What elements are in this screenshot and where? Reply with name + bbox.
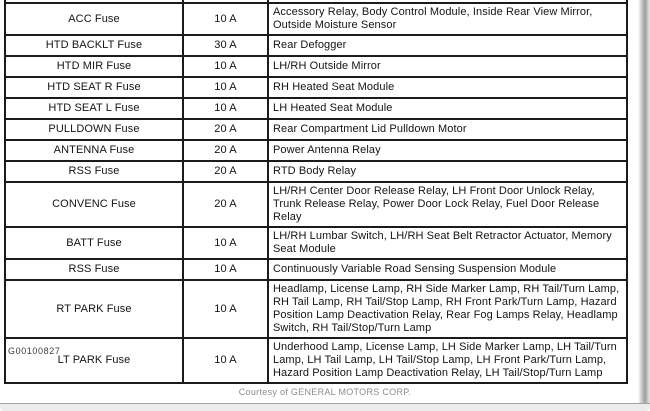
amperage-cell: 10 A	[182, 337, 269, 384]
amperage-cell: 10 A	[182, 226, 269, 260]
fuse-name-cell: CONVENC Fuse	[4, 181, 184, 228]
amperage-cell: 10 A	[182, 2, 269, 36]
fuse-table-body: ACC Fuse 10 A Accessory Relay, Body Contro…	[4, 0, 628, 384]
fuse-row: HTD SEAT R Fuse 10 A RH Heated Seat Module	[4, 76, 628, 99]
circuits-cell: RTD Body Relay	[267, 160, 628, 183]
fuse-name-cell: PULLDOWN Fuse	[4, 118, 184, 141]
circuits-cell: LH/RH Center Door Release Relay, LH Fron…	[267, 181, 628, 228]
page-edge-shadow	[638, 0, 650, 404]
amperage-cell: 20 A	[182, 118, 269, 141]
circuits-cell: Continuously Variable Road Sensing Suspe…	[267, 258, 628, 281]
amperage-cell: 10 A	[182, 76, 269, 99]
fuse-name-cell: RSS Fuse	[4, 258, 184, 281]
fuse-row: LT PARK Fuse 10 A Underhood Lamp, License …	[4, 337, 628, 384]
amperage-cell: 30 A	[182, 34, 269, 57]
amperage-cell: 10 A	[182, 55, 269, 78]
fuse-row: HTD MIR Fuse 10 A LH/RH Outside Mirror	[4, 55, 628, 78]
fuse-name-cell: ANTENNA Fuse	[4, 139, 184, 162]
fuse-row: RSS Fuse 20 A RTD Body Relay	[4, 160, 628, 183]
fuse-row: RT PARK Fuse 10 A Headlamp, License Lamp, …	[4, 279, 628, 339]
circuits-cell: Rear Defogger	[267, 34, 628, 57]
courtesy-credit-text: Courtesy of GENERAL MOTORS CORP.	[238, 387, 412, 397]
amperage-cell: 10 A	[182, 279, 269, 339]
fuse-name-cell: HTD BACKLT Fuse	[4, 34, 184, 57]
amperage-cell	[182, 0, 269, 4]
fuse-table-container: ACC Fuse 10 A Accessory Relay, Body Contro…	[4, 0, 628, 384]
fuse-name-cell	[4, 0, 184, 4]
circuits-cell: LH/RH Lumbar Switch, LH/RH Seat Belt Ret…	[267, 226, 628, 260]
fuse-table: ACC Fuse 10 A Accessory Relay, Body Contro…	[4, 0, 628, 384]
amperage-cell: 20 A	[182, 139, 269, 162]
fuse-row: BATT Fuse 10 A LH/RH Lumbar Switch, LH/RH …	[4, 226, 628, 260]
fuse-row: ANTENNA Fuse 20 A Power Antenna Relay	[4, 139, 628, 162]
circuits-cell	[267, 0, 628, 4]
circuits-cell: LH/RH Outside Mirror	[267, 55, 628, 78]
window-bottom-bar	[0, 403, 650, 411]
circuits-cell: RH Heated Seat Module	[267, 76, 628, 99]
fuse-row: PULLDOWN Fuse 20 A Rear Compartment Lid Pu…	[4, 118, 628, 141]
fuse-name-cell: RT PARK Fuse	[4, 279, 184, 339]
fuse-row: RSS Fuse 10 A Continuously Variable Road S…	[4, 258, 628, 281]
fuse-row: CONVENC Fuse 20 A LH/RH Center Door Releas…	[4, 181, 628, 228]
amperage-cell: 10 A	[182, 97, 269, 120]
fuse-name-cell: HTD MIR Fuse	[4, 55, 184, 78]
fuse-name-cell: ACC Fuse	[4, 2, 184, 36]
circuits-cell: Rear Compartment Lid Pulldown Motor	[267, 118, 628, 141]
amperage-cell: 20 A	[182, 160, 269, 183]
fuse-row: ACC Fuse 10 A Accessory Relay, Body Contro…	[4, 2, 628, 36]
fuse-name-cell: HTD SEAT L Fuse	[4, 97, 184, 120]
amperage-cell: 20 A	[182, 181, 269, 228]
figure-id-label: G00100827	[8, 346, 61, 356]
fuse-name-cell: LT PARK Fuse	[4, 337, 184, 384]
circuits-cell: LH Heated Seat Module	[267, 97, 628, 120]
circuits-cell: Accessory Relay, Body Control Module, In…	[267, 2, 628, 36]
fuse-row: HTD BACKLT Fuse 30 A Rear Defogger	[4, 34, 628, 57]
circuits-cell: Headlamp, License Lamp, RH Side Marker L…	[267, 279, 628, 339]
fuse-name-cell: HTD SEAT R Fuse	[4, 76, 184, 99]
circuits-cell: Underhood Lamp, License Lamp, LH Side Ma…	[267, 337, 628, 384]
cut-off-row	[4, 0, 628, 4]
fuse-name-cell: RSS Fuse	[4, 160, 184, 183]
fuse-name-cell: BATT Fuse	[4, 226, 184, 260]
fuse-row: HTD SEAT L Fuse 10 A LH Heated Seat Module	[4, 97, 628, 120]
circuits-cell: Power Antenna Relay	[267, 139, 628, 162]
amperage-cell: 10 A	[182, 258, 269, 281]
